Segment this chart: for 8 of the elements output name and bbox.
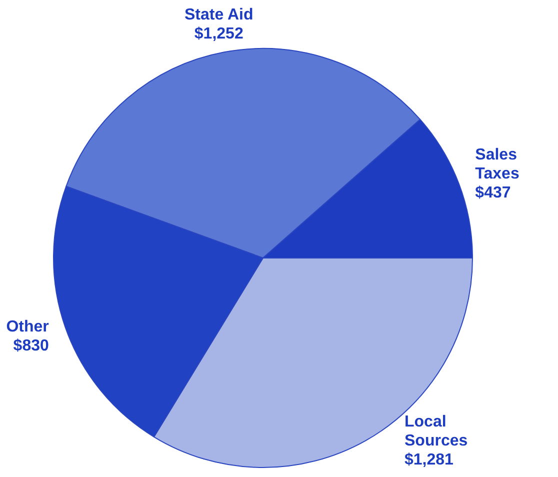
data-label: $1,281 [404, 451, 454, 468]
slice-label: Local Sources [404, 413, 468, 450]
data-label: $1,252 [194, 26, 244, 43]
data-label: $830 [13, 338, 49, 355]
slice-label: Other [6, 318, 49, 336]
slice-label: Sales Taxes [475, 146, 520, 182]
data-label: $437 [475, 184, 511, 202]
slice-label: State Aid [184, 6, 254, 24]
